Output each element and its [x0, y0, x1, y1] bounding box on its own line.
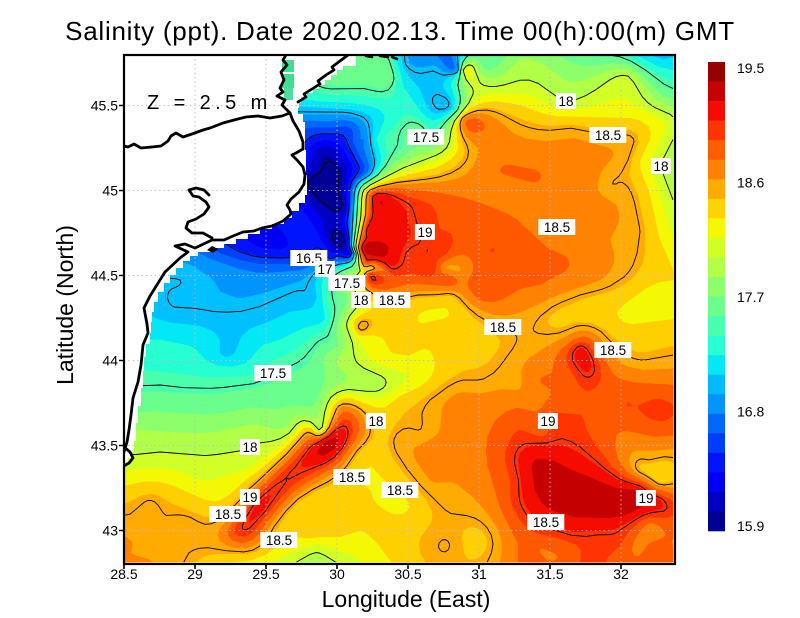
svg-text:32: 32: [613, 566, 629, 582]
svg-text:17: 17: [317, 262, 332, 277]
svg-text:17.5: 17.5: [260, 366, 286, 381]
svg-text:43: 43: [102, 523, 118, 539]
svg-text:17.5: 17.5: [413, 130, 439, 145]
svg-text:18.5: 18.5: [339, 470, 365, 485]
svg-text:43.5: 43.5: [91, 438, 118, 454]
svg-text:18: 18: [558, 94, 573, 109]
svg-text:28.5: 28.5: [110, 566, 137, 582]
svg-text:29: 29: [187, 566, 203, 582]
svg-text:Z = 2.5 m: Z = 2.5 m: [147, 92, 272, 114]
svg-text:31: 31: [471, 566, 487, 582]
svg-text:18.5: 18.5: [595, 128, 621, 143]
svg-text:30: 30: [329, 566, 345, 582]
svg-text:19: 19: [417, 225, 432, 240]
svg-text:18: 18: [368, 414, 383, 429]
svg-text:Latitude (North): Latitude (North): [52, 225, 78, 385]
svg-text:30.5: 30.5: [394, 566, 421, 582]
svg-text:45.5: 45.5: [91, 98, 118, 114]
svg-text:18.5: 18.5: [379, 293, 405, 308]
svg-text:18.5: 18.5: [533, 515, 559, 530]
svg-text:45: 45: [102, 183, 118, 199]
svg-text:18.5: 18.5: [266, 533, 292, 548]
svg-text:18.5: 18.5: [215, 507, 241, 522]
svg-text:19: 19: [242, 490, 257, 505]
svg-text:19.5: 19.5: [737, 60, 764, 76]
svg-text:15.9: 15.9: [737, 518, 764, 534]
svg-text:44: 44: [102, 353, 118, 369]
svg-text:18.5: 18.5: [544, 220, 570, 235]
svg-text:18.5: 18.5: [600, 343, 626, 358]
svg-text:18: 18: [353, 293, 368, 308]
svg-text:17.5: 17.5: [334, 276, 360, 291]
svg-text:18.6: 18.6: [737, 175, 764, 191]
svg-text:18.5: 18.5: [387, 483, 413, 498]
svg-text:29.5: 29.5: [252, 566, 279, 582]
svg-text:18: 18: [653, 159, 668, 174]
svg-text:31.5: 31.5: [536, 566, 563, 582]
svg-text:18.5: 18.5: [490, 320, 516, 335]
svg-text:17.7: 17.7: [737, 289, 764, 305]
svg-text:19: 19: [540, 414, 555, 429]
svg-text:44.5: 44.5: [91, 268, 118, 284]
svg-text:19: 19: [638, 491, 653, 506]
svg-text:16.8: 16.8: [737, 404, 764, 420]
svg-text:Longitude (East): Longitude (East): [322, 586, 491, 612]
svg-text:18: 18: [242, 440, 257, 455]
